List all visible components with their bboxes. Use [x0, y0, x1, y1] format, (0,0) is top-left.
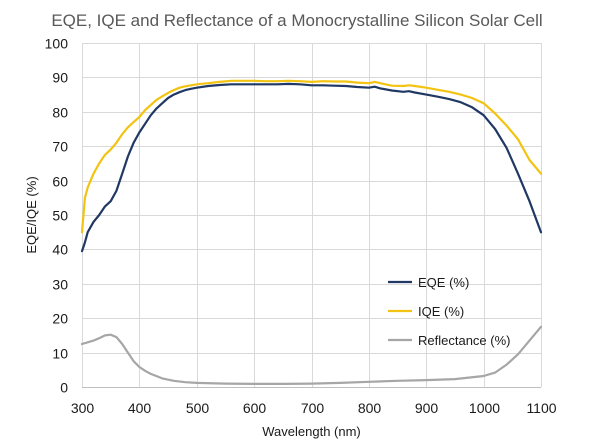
legend-label-iqe: IQE (%): [418, 304, 464, 319]
series-line-eqe: [80, 82, 543, 253]
x-tick-label: 500: [186, 400, 210, 416]
x-tick-label: 400: [128, 400, 152, 416]
gridlines: [82, 43, 542, 387]
x-tick-label: 1000: [469, 400, 500, 416]
y-tick-label: 70: [52, 139, 68, 155]
legend: EQE (%) IQE (%) Reflectance (%): [388, 275, 510, 348]
series-line-iqe: [80, 79, 543, 234]
y-axis-title: EQE/IQE (%): [24, 176, 39, 253]
axes: 0 10 20 30 40 50 60 70 80 90 100 300 400 500 600 700 800…: [45, 36, 557, 417]
y-tick-label: 90: [52, 70, 68, 86]
legend-label-reflectance: Reflectance (%): [418, 333, 510, 348]
x-tick-label: 700: [301, 400, 325, 416]
y-tick-label: 40: [52, 242, 68, 258]
x-axis-title: Wavelength (nm): [262, 424, 361, 439]
y-tick-label: 30: [52, 277, 68, 293]
series-line-reflectance: [80, 325, 543, 385]
x-tick-label: 900: [415, 400, 439, 416]
y-tick-label: 20: [52, 311, 68, 327]
x-tick-label: 800: [358, 400, 382, 416]
x-tick-label: 1100: [526, 400, 556, 416]
y-tick-label: 100: [45, 36, 69, 52]
chart-title: EQE, IQE and Reflectance of a Monocrysta…: [51, 11, 542, 30]
series-lines: [80, 79, 543, 385]
x-tick-label: 300: [71, 400, 95, 416]
x-tick-label: 600: [243, 400, 267, 416]
y-tick-label: 0: [60, 380, 68, 396]
y-tick-label: 50: [52, 208, 68, 224]
y-tick-label: 80: [52, 105, 68, 121]
y-tick-label: 60: [52, 174, 68, 190]
y-tick-label: 10: [52, 346, 68, 362]
legend-label-eqe: EQE (%): [418, 275, 469, 290]
